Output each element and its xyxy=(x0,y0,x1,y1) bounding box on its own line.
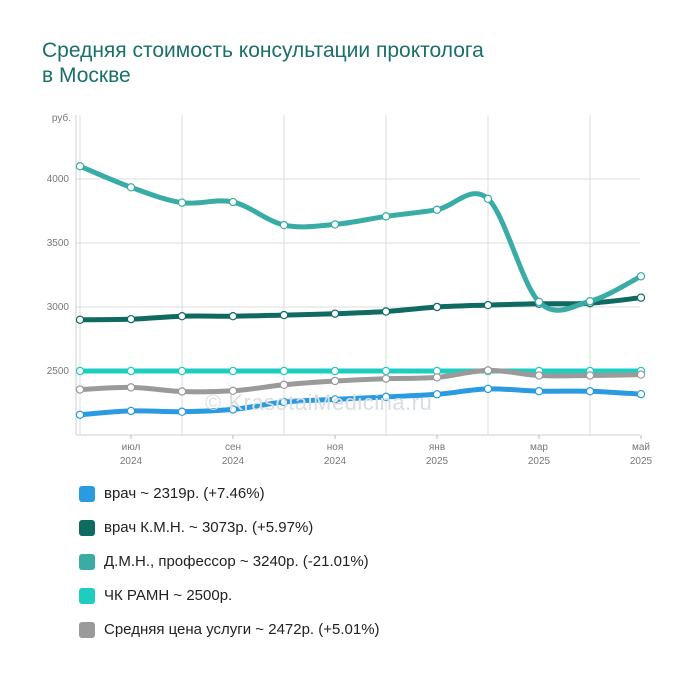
data-point-врач xyxy=(432,390,442,399)
x-tick-year: 2025 xyxy=(630,456,653,467)
chart-title-line-2: в Москве xyxy=(42,64,131,87)
legend-label: врач К.М.Н. ~ 3073р. (+5.97%) xyxy=(104,519,314,536)
chart-legend: врач ~ 2319р. (+7.46%) врач К.М.Н. ~ 3073… xyxy=(79,484,380,654)
x-tick-label: май xyxy=(632,442,650,453)
legend-item: врач ~ 2319р. (+7.46%) xyxy=(79,484,380,518)
legend-label: Д.М.Н., профессор ~ 3240р. (-21.01%) xyxy=(104,553,369,570)
data-point-д-м-н-профессор xyxy=(636,272,646,281)
watermark: © KrasotaiMedicina.ru xyxy=(205,390,433,415)
data-point-д-м-н-профессор xyxy=(228,197,238,207)
data-point-средняя-цена-услуги xyxy=(279,380,289,390)
data-point-врач xyxy=(177,407,187,416)
data-point-д-м-н-профессор xyxy=(279,220,289,230)
data-point-врач-к-м-н xyxy=(177,312,187,321)
data-point-д-м-н-профессор xyxy=(585,297,595,306)
data-point-врач xyxy=(330,395,340,404)
data-point-д-м-н-профессор xyxy=(177,198,187,207)
legend-item: Д.М.Н., профессор ~ 3240р. (-21.01%) xyxy=(79,552,380,586)
y-tick-label: 2500 xyxy=(47,366,70,377)
data-point-чк-рамн xyxy=(228,366,238,376)
data-point-врач-к-м-н xyxy=(75,315,85,324)
data-point-средняя-цена-услуги xyxy=(177,387,187,396)
x-tick-year: 2024 xyxy=(324,456,347,467)
data-point-врач-к-м-н xyxy=(330,309,340,318)
y-tick-label: 3000 xyxy=(47,302,70,313)
data-point-д-м-н-профессор xyxy=(483,194,493,204)
data-point-д-м-н-профессор xyxy=(534,297,544,307)
data-point-средняя-цена-услуги xyxy=(636,370,646,379)
data-point-врач-к-м-н xyxy=(279,310,289,320)
line-chart: 2500 3000 3500 4000 руб. июл 2024 сен 2024 ноя 202… xyxy=(47,112,653,467)
x-tick-year: 2025 xyxy=(528,456,551,467)
x-tick-year: 2024 xyxy=(222,456,245,467)
x-tick-label: сен xyxy=(225,442,241,453)
data-point-средняя-цена-услуги xyxy=(483,366,493,375)
data-point-врач-к-м-н xyxy=(381,307,391,316)
x-tick-label: янв xyxy=(429,442,445,453)
data-point-д-м-н-профессор xyxy=(126,183,136,192)
legend-label: ЧК РАМН ~ 2500р. xyxy=(104,587,233,604)
y-axis-label: руб. xyxy=(52,112,71,124)
x-tick-year: 2024 xyxy=(120,456,143,467)
legend-label: врач ~ 2319р. (+7.46%) xyxy=(104,485,265,502)
data-point-чк-рамн xyxy=(75,366,85,376)
data-point-врач-к-м-н xyxy=(483,300,493,310)
legend-swatch xyxy=(79,554,95,570)
data-point-средняя-цена-услуги xyxy=(534,371,544,380)
data-point-чк-рамн xyxy=(381,366,391,376)
data-point-чк-рамн xyxy=(177,366,187,376)
chart-title: Средняя стоимость консультации проктолог… xyxy=(42,38,642,88)
legend-swatch xyxy=(79,486,95,502)
data-point-средняя-цена-услуги xyxy=(432,373,442,382)
y-tick-label: 3500 xyxy=(47,238,70,249)
data-point-чк-рамн xyxy=(330,366,340,376)
data-point-врач xyxy=(381,392,391,402)
data-point-средняя-цена-услуги xyxy=(381,374,391,383)
data-point-врач xyxy=(636,389,646,399)
data-point-врач xyxy=(228,405,238,414)
legend-swatch xyxy=(79,520,95,536)
data-point-врач xyxy=(75,410,85,419)
data-point-врач xyxy=(534,387,544,396)
data-point-средняя-цена-услуги xyxy=(585,371,595,380)
data-point-д-м-н-профессор xyxy=(432,205,442,214)
legend-item: ЧК РАМН ~ 2500р. xyxy=(79,586,380,620)
chart-title-line-1: Средняя стоимость консультации проктолог… xyxy=(42,39,484,62)
data-point-д-м-н-профессор xyxy=(330,220,340,229)
data-point-врач-к-м-н xyxy=(126,314,136,324)
data-point-д-м-н-профессор xyxy=(75,161,85,171)
data-point-средняя-цена-услуги xyxy=(228,386,238,396)
data-point-чк-рамн xyxy=(126,366,136,376)
legend-swatch xyxy=(79,588,95,604)
data-point-средняя-цена-услуги xyxy=(75,385,85,394)
data-point-врач-к-м-н xyxy=(432,302,442,312)
data-point-д-м-н-профессор xyxy=(381,212,391,221)
x-tick-label: ноя xyxy=(327,442,344,453)
series-line-врач xyxy=(77,386,644,418)
data-point-средняя-цена-услуги xyxy=(126,383,136,392)
x-tick-label: июл xyxy=(122,442,141,453)
data-point-чк-рамн xyxy=(279,366,289,376)
legend-swatch xyxy=(79,622,95,638)
series-line-средняя-цена-услуги xyxy=(77,367,644,395)
x-tick-label: мар xyxy=(530,442,548,453)
data-point-врач xyxy=(126,406,136,416)
data-point-врач-к-м-н xyxy=(228,312,238,321)
series-line-д-м-н-профессор xyxy=(77,163,644,313)
y-tick-label: 4000 xyxy=(47,174,70,185)
legend-item: Средняя цена услуги ~ 2472р. (+5.01%) xyxy=(79,620,380,654)
legend-label: Средняя цена услуги ~ 2472р. (+5.01%) xyxy=(104,621,380,638)
data-point-врач xyxy=(483,384,493,394)
data-point-врач xyxy=(279,397,289,407)
legend-item: врач К.М.Н. ~ 3073р. (+5.97%) xyxy=(79,518,380,552)
data-point-врач-к-м-н xyxy=(636,293,646,302)
x-tick-year: 2025 xyxy=(426,456,449,467)
data-point-средняя-цена-услуги xyxy=(330,376,340,386)
data-point-врач xyxy=(585,387,595,396)
